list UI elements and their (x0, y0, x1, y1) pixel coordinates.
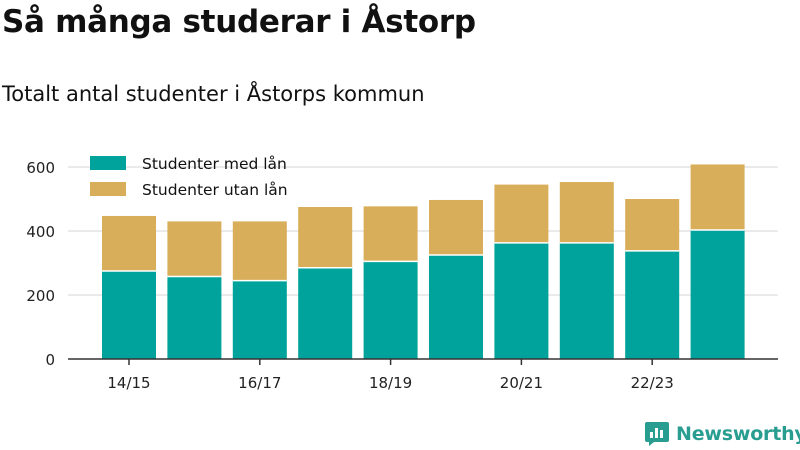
bar-segment-utan-lan (494, 184, 549, 243)
y-tick-label: 600 (26, 159, 55, 177)
y-tick-label: 400 (26, 223, 55, 241)
x-tick-label: 18/19 (369, 374, 412, 392)
brand-name: Newsworthy (676, 423, 800, 445)
x-tick-label: 20/21 (500, 374, 543, 392)
y-tick-label: 0 (45, 351, 55, 369)
bar-segment-med-lan (559, 242, 614, 359)
legend: Studenter med lån Studenter utan lån (90, 155, 288, 199)
bar-segment-med-lan (690, 230, 745, 359)
bars (102, 164, 745, 359)
bar-segment-utan-lan (102, 215, 156, 271)
chart-title: Så många studerar i Åstorp (2, 4, 476, 40)
bar-segment-med-lan (298, 267, 353, 359)
axes: 0 200 400 600 14/15 16/17 18/19 20/21 22/23 (26, 159, 778, 392)
x-tick-label: 16/17 (238, 374, 281, 392)
bar-segment-med-lan (167, 276, 222, 359)
bar-segment-med-lan (429, 255, 483, 359)
legend-swatch (90, 156, 126, 170)
legend-label: Studenter med lån (142, 155, 287, 173)
brand-logo: Newsworthy (644, 420, 800, 448)
bar-segment-utan-lan (429, 199, 483, 255)
bar-segment-med-lan (363, 261, 418, 359)
bar-segment-utan-lan (363, 206, 418, 262)
bar-segment-med-lan (625, 250, 680, 359)
y-tick-label: 200 (26, 287, 55, 305)
chart-subtitle: Totalt antal studenter i Åstorps kommun (2, 82, 425, 106)
bar-segment-utan-lan (625, 199, 680, 251)
newsworthy-logo-icon (645, 422, 669, 446)
x-tick-label: 14/15 (107, 374, 150, 392)
bar-segment-med-lan (494, 242, 549, 359)
bar-segment-utan-lan (298, 207, 353, 268)
legend-swatch (90, 182, 126, 196)
x-tick-label: 22/23 (631, 374, 674, 392)
bar-segment-med-lan (102, 271, 156, 359)
bar-segment-utan-lan (167, 221, 222, 277)
bar-segment-utan-lan (559, 182, 614, 243)
stacked-bar-chart: 0 200 400 600 14/15 16/17 18/19 20/21 22/23 Stud… (26, 155, 778, 392)
bar-segment-med-lan (232, 280, 287, 359)
bar-segment-utan-lan (690, 164, 745, 231)
legend-label: Studenter utan lån (142, 181, 288, 199)
bar-segment-utan-lan (232, 221, 287, 281)
